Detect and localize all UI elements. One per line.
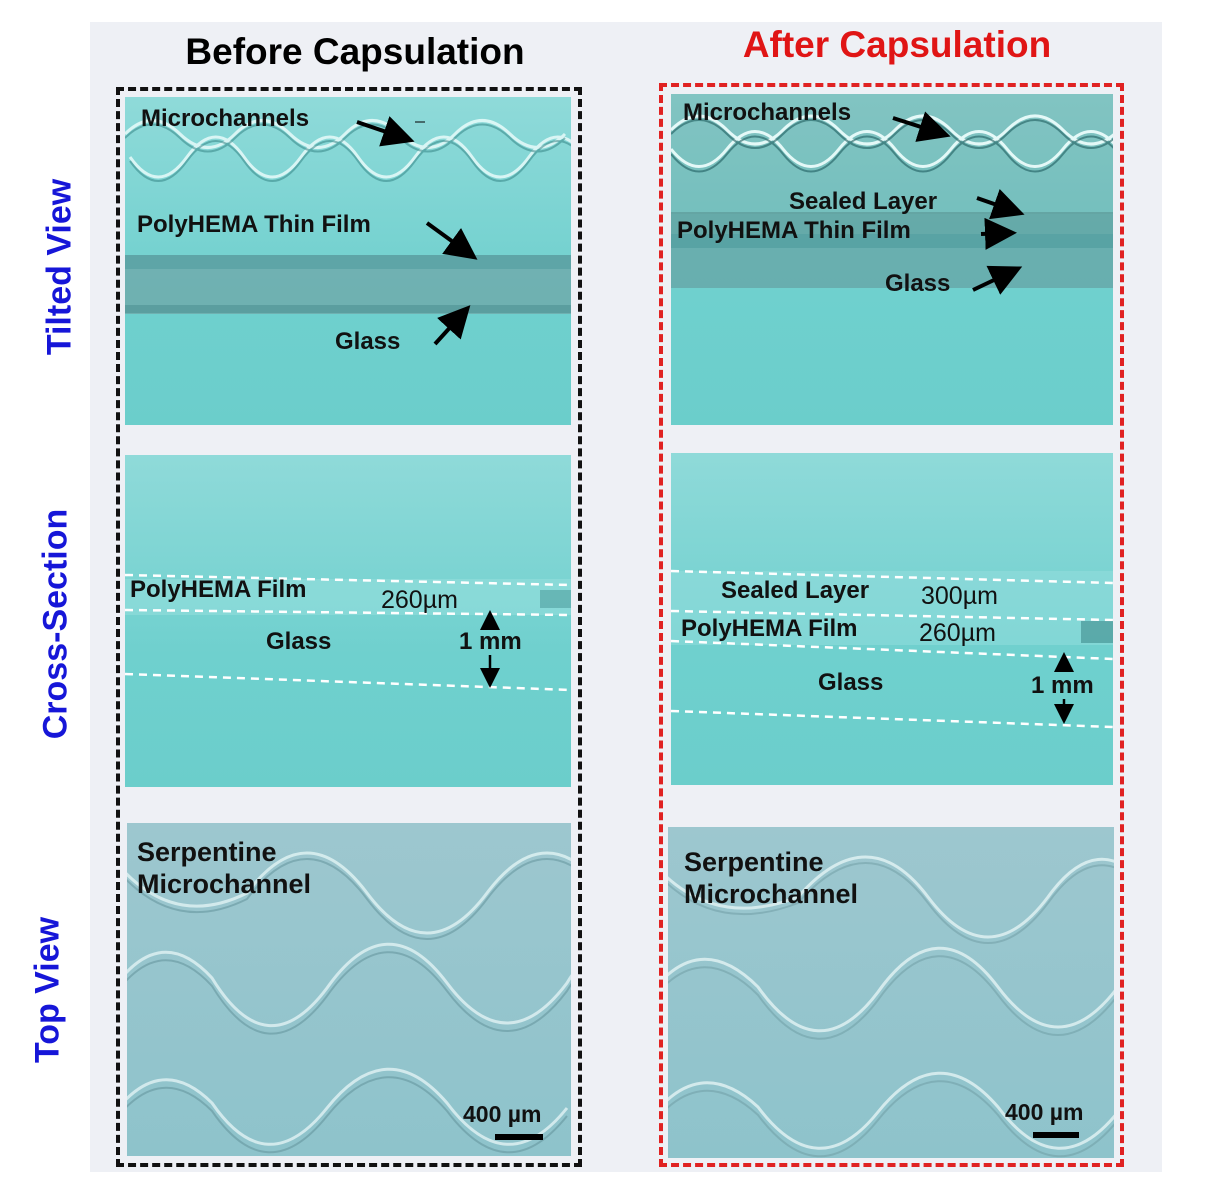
glass-label: Glass [266,628,332,655]
before-cross-section-panel: PolyHEMA Film 260µm Glass 1 mm [125,455,571,787]
after-capsulation-title: After Capsulation [742,24,1052,65]
after-capsulation-frame [659,83,1124,1167]
after-tilted-view-panel: Microchannels Sealed Layer PolyHEMA Thin… [671,94,1113,425]
sealed-layer-thickness-value: 300µm [921,582,998,610]
before-capsulation-frame [116,87,582,1167]
microchannels-label: Microchannels [683,99,852,126]
polyhema-film-label: PolyHEMA Film [681,615,858,642]
after-cross-section-micrograph [671,569,1113,729]
polyhema-film-label: PolyHEMA Film [130,576,307,603]
glass-label: Glass [885,270,951,297]
polyhema-thickness-value: 260µm [381,586,458,614]
after-top-view-micrograph [668,855,1114,1158]
before-tilted-view-panel: Microchannels PolyHEMA Thin Film Glass [125,97,571,425]
scale-bar-label: 400 µm [463,1101,542,1127]
polyhema-thin-film-label: PolyHEMA Thin Film [677,217,911,244]
before-top-view-micrograph [127,851,571,1154]
glass-thickness-value: 1 mm [459,628,522,655]
after-cross-section-panel: Sealed Layer 300µm PolyHEMA Film 260µm G… [671,453,1113,785]
glass-thickness-value: 1 mm [1031,672,1094,699]
sealed-layer-label: Sealed Layer [721,577,870,604]
serpentine-microchannel-label: Serpentine Microchannel [137,837,312,899]
scale-bar-label: 400 µm [1005,1099,1084,1125]
glass-label: Glass [335,328,401,355]
scale-bar [495,1134,543,1140]
sealed-layer-label: Sealed Layer [789,188,938,215]
before-capsulation-title: Before Capsulation [185,31,525,72]
after-top-view-panel: Serpentine Microchannel 400 µm [668,827,1114,1158]
before-tilted-view-micrograph [125,119,571,314]
polyhema-thickness-value: 260µm [919,619,996,647]
microchannels-label: Microchannels [141,105,310,132]
before-top-view-panel: Serpentine Microchannel 400 µm [127,823,571,1156]
glass-label: Glass [818,669,884,696]
polyhema-thin-film-label: PolyHEMA Thin Film [137,211,371,238]
scale-bar [1033,1132,1079,1138]
serpentine-microchannel-label: Serpentine Microchannel [684,847,859,909]
